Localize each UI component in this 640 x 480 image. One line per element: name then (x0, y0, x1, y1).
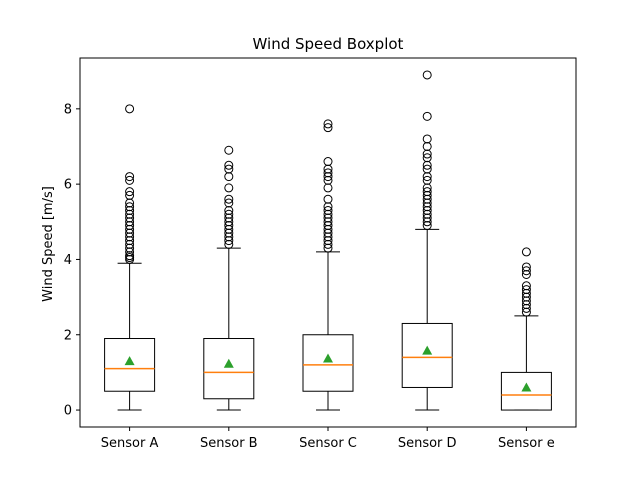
outlier-point (323, 119, 333, 129)
iqr-box (302, 334, 354, 392)
plot-area: 0 2 4 6 8 Sensor A Sensor B Sensor C Sensor D Sen… (64, 70, 555, 451)
axes-frame (79, 57, 577, 428)
outlier-point (125, 175, 135, 185)
outlier-point (521, 262, 531, 272)
y-tick-label: 2 (64, 328, 72, 343)
iqr-box (500, 371, 552, 411)
outlier-point (422, 175, 432, 185)
outlier-point (224, 183, 234, 193)
mean-marker (422, 345, 433, 355)
outlier-point (422, 153, 432, 163)
y-tick-label: 4 (64, 253, 72, 268)
outlier-point (125, 104, 135, 114)
x-tick-label: Sensor C (299, 436, 357, 451)
outlier-point (521, 266, 531, 276)
outlier-point (422, 134, 432, 144)
outlier-point (521, 247, 531, 257)
outlier-point (125, 187, 135, 197)
mean-marker (521, 382, 532, 392)
outlier-point (224, 145, 234, 155)
outlier-point (224, 160, 234, 170)
outlier-point (422, 70, 432, 80)
outlier-point (422, 187, 432, 197)
outlier-point (125, 172, 135, 182)
y-tick-label: 6 (64, 178, 72, 193)
y-tick-label: 0 (64, 404, 72, 419)
outlier-point (224, 209, 234, 219)
outlier-point (323, 194, 333, 204)
x-tick-label: Sensor D (398, 436, 457, 451)
x-tick-label: Sensor e (498, 436, 555, 451)
chart-title: Wind Speed Boxplot (253, 35, 404, 53)
x-tick-label: Sensor B (200, 436, 258, 451)
outlier-point (224, 198, 234, 208)
x-tick-label: Sensor A (101, 436, 159, 451)
iqr-box (203, 338, 255, 400)
mean-marker (223, 358, 234, 368)
outlier-point (224, 164, 234, 174)
outlier-point (323, 168, 333, 178)
outlier-point (323, 123, 333, 133)
outlier-point (125, 202, 135, 212)
outlier-point (422, 111, 432, 121)
mean-marker (323, 353, 333, 363)
outlier-point (521, 281, 531, 291)
outlier-point (323, 205, 333, 215)
outlier-point (125, 190, 135, 200)
y-axis-label: Wind Speed [m/s] (41, 186, 56, 302)
outlier-point (422, 164, 432, 174)
outlier-point (521, 285, 531, 295)
iqr-box (401, 322, 453, 388)
y-tick-label: 8 (64, 102, 72, 117)
outlier-point (323, 157, 333, 167)
iqr-box (104, 338, 156, 392)
outlier-point (224, 194, 234, 204)
mean-marker (124, 356, 135, 366)
